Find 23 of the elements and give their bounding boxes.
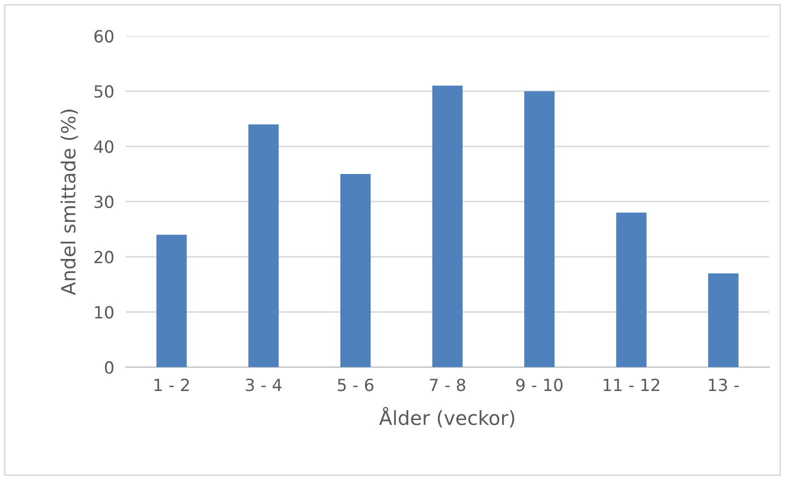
y-tick-label: 10 (95, 306, 114, 319)
bar (616, 212, 647, 368)
x-tick-label: 13 - (708, 378, 739, 392)
x-tick-label: 3 - 4 (246, 378, 282, 392)
y-tick-label: 30 (94, 196, 114, 208)
bar (340, 174, 371, 368)
x-tick-label: 1 - 2 (154, 378, 189, 391)
bar (248, 124, 279, 368)
x-tick-label: 7 - 8 (430, 378, 466, 392)
bar (708, 273, 738, 368)
y-tick-label: 50 (94, 85, 114, 98)
y-tick-label: 60 (94, 30, 114, 43)
y-tick-label: 20 (94, 250, 114, 264)
bar (432, 86, 463, 368)
y-tick-label: 0 (104, 361, 114, 374)
x-tick-label: 5 - 6 (338, 378, 374, 392)
x-tick-label: 11 - 12 (604, 378, 660, 391)
bar (156, 234, 187, 368)
bar (524, 91, 555, 368)
y-axis-title: Andel smittade (%) (60, 110, 78, 296)
x-tick-label: 9 - 10 (516, 378, 563, 392)
x-axis-title: Ålder (veckor) (379, 406, 514, 428)
y-tick-label: 40 (94, 140, 114, 153)
